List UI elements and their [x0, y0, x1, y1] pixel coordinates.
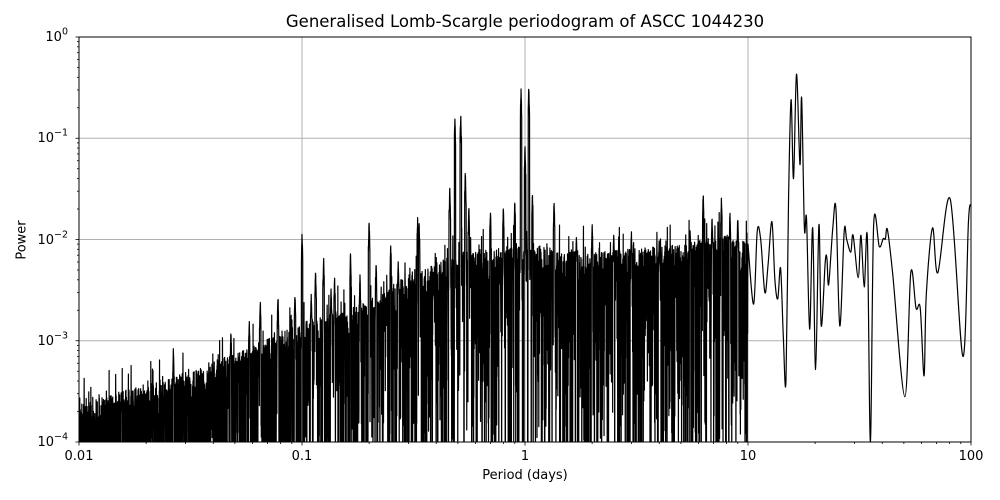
periodogram-line [79, 73, 971, 442]
chart-title: Generalised Lomb-Scargle periodogram of … [285, 12, 765, 31]
x-axis-label: Period (days) [482, 468, 568, 483]
y-tick-label: 10−1 [37, 127, 68, 146]
x-tick-label: 0.1 [291, 449, 313, 464]
y-axis-label: Power [14, 220, 30, 260]
y-tick-label: 10−4 [37, 431, 68, 450]
y-tick-label: 10−2 [37, 229, 68, 248]
y-tick-label: 100 [45, 26, 68, 45]
axes-frame [78, 36, 972, 443]
y-tick-label: 10−3 [37, 330, 68, 349]
x-tick-label: 10 [739, 449, 757, 464]
x-tick-label: 0.01 [64, 449, 94, 464]
x-tick-label: 100 [958, 449, 984, 464]
x-tick-label: 1 [520, 449, 530, 464]
